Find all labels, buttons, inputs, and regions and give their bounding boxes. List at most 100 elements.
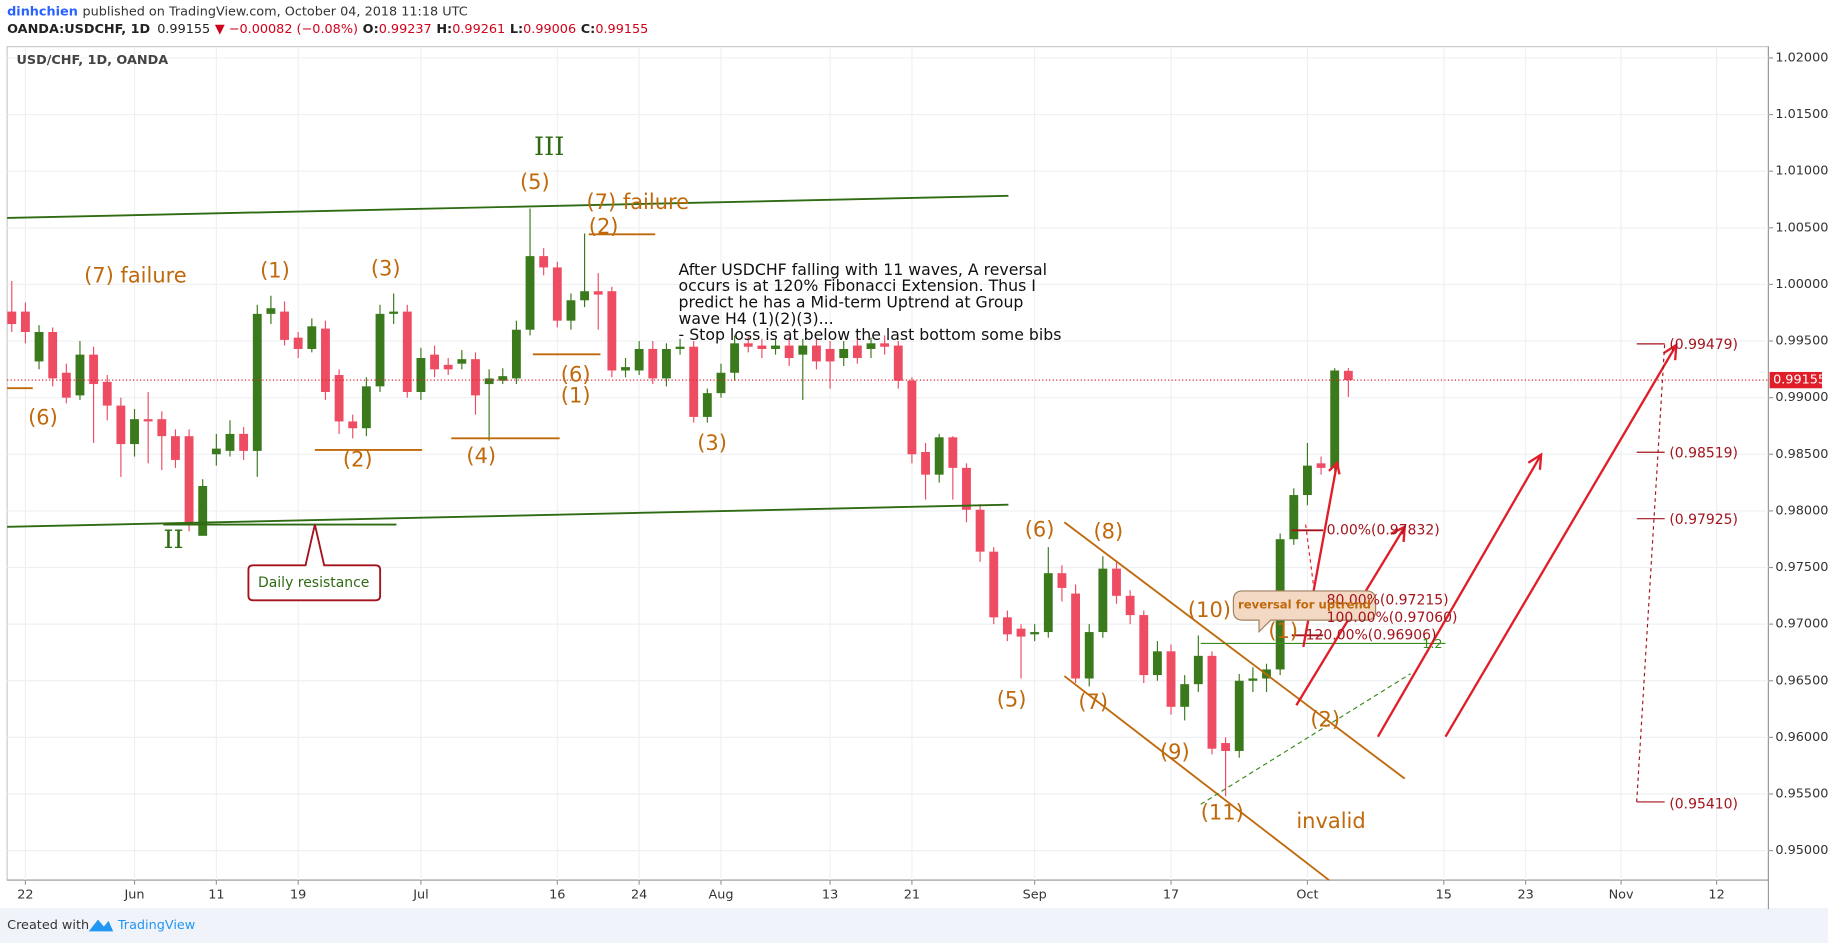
- candle-body: [1343, 370, 1353, 381]
- brand-icon: [88, 919, 114, 932]
- candle-body: [1125, 595, 1135, 616]
- candle-body: [511, 329, 521, 379]
- x-tick-label: Jul: [412, 888, 428, 903]
- annotation: (8): [1094, 520, 1124, 544]
- candle-body: [225, 433, 235, 451]
- arrow: [1444, 344, 1678, 738]
- annotation: 1.2: [1422, 637, 1442, 652]
- candle-body: [443, 364, 453, 370]
- x-tick-label: 11: [208, 888, 224, 903]
- candle-body: [621, 367, 630, 371]
- candle-body: [839, 348, 849, 359]
- candle-body: [580, 291, 590, 301]
- candle-body: [1152, 651, 1162, 676]
- annotation: 80.00%(0.97215): [1327, 592, 1449, 608]
- callout-bubble: [1232, 590, 1377, 634]
- annotation: (9): [1160, 740, 1190, 764]
- candle-body: [1193, 655, 1203, 685]
- candle-body: [102, 381, 112, 406]
- annotation: (1): [561, 383, 591, 407]
- candle-body: [661, 348, 671, 379]
- annotation: (7) failure: [84, 263, 187, 287]
- annotation: (0.99479): [1669, 337, 1738, 353]
- annotation: (2): [1310, 707, 1340, 731]
- annotation: (10): [1188, 598, 1231, 622]
- note-line: - Stop loss is at below the last bottom …: [679, 325, 1062, 344]
- x-tick-label: 17: [1163, 888, 1179, 903]
- candle-body: [1221, 743, 1231, 751]
- candle-body: [880, 343, 890, 347]
- candle-body: [143, 419, 153, 422]
- candle-body: [280, 311, 289, 340]
- candle-body: [20, 311, 30, 332]
- candle-body: [798, 345, 808, 355]
- annotation: (6): [1025, 517, 1055, 541]
- candle-body: [730, 343, 740, 373]
- candle-body: [1112, 568, 1121, 596]
- candle-body: [593, 291, 603, 295]
- callout-text: reversal for uptrend: [1238, 597, 1371, 611]
- trend-line: [7, 194, 1009, 219]
- candle-body: [812, 345, 821, 362]
- candle-body: [866, 343, 876, 349]
- annotation: (7) failure: [586, 190, 689, 214]
- candle-body: [907, 380, 917, 455]
- candle-body: [989, 551, 999, 618]
- candle-body: [266, 308, 276, 314]
- chart-title: USD/CHF, 1D, OANDA: [16, 53, 168, 68]
- candle-body: [471, 359, 480, 396]
- candle-body: [321, 328, 330, 393]
- candle-body: [157, 419, 167, 437]
- candle-body: [784, 345, 794, 359]
- channel-line: [1063, 675, 1330, 881]
- candle-body: [1234, 680, 1244, 751]
- annotation: 0.00%(0.97832): [1327, 522, 1440, 538]
- candle-body: [1166, 651, 1176, 707]
- candle-body: [1180, 684, 1190, 707]
- candle-body: [184, 436, 194, 525]
- candle-body: [389, 311, 399, 314]
- candle-body: [743, 343, 753, 347]
- header-part: 0.99155: [595, 22, 648, 37]
- x-tick-label: Sep: [1023, 888, 1047, 903]
- candle-body: [1098, 568, 1108, 633]
- x-tick-label: 19: [290, 888, 306, 903]
- annotation: invalid: [1296, 809, 1365, 833]
- candle-body: [675, 346, 685, 349]
- candle-body: [116, 405, 126, 445]
- candle-body: [566, 300, 576, 321]
- candle-body: [457, 359, 467, 364]
- x-tick-label: 15: [1436, 888, 1452, 903]
- x-tick-label: 21: [904, 888, 920, 903]
- last-price-label: 0.99155: [1773, 373, 1826, 388]
- dashed-line: [1305, 524, 1316, 597]
- candle-body: [648, 348, 658, 379]
- annotation: (4): [466, 444, 496, 468]
- x-tick-label: Oct: [1296, 888, 1318, 903]
- arrow-head: [1662, 342, 1678, 361]
- y-tick-label: 0.99500: [1775, 334, 1828, 349]
- candle-body: [1207, 655, 1217, 749]
- arrow-head: [1390, 524, 1407, 543]
- candle-body: [948, 437, 958, 468]
- annotation: (0.97925): [1669, 512, 1738, 528]
- footer-created: Created with: [7, 918, 89, 933]
- candle-body: [7, 311, 17, 325]
- note-line: After USDCHF falling with 11 waves, A re…: [679, 260, 1048, 279]
- y-tick-label: 0.97500: [1775, 560, 1828, 575]
- x-tick-label: Jun: [124, 888, 145, 903]
- header-part: dinhchien: [7, 4, 78, 19]
- annotation: (1): [1268, 619, 1298, 643]
- annotation: III: [534, 132, 564, 162]
- candle-body: [361, 386, 371, 429]
- channel-line: [1063, 521, 1406, 780]
- candle-body: [1057, 573, 1067, 588]
- symbol-line: OANDA:USDCHF, 1D 0.99155 ▼ −0.00082 (−0.08…: [7, 22, 648, 37]
- y-tick-label: 0.96000: [1775, 730, 1828, 745]
- header-part: 0.99237: [379, 22, 432, 37]
- annotation: (5): [997, 688, 1027, 712]
- trend-line: [7, 503, 1009, 528]
- x-tick-label: Aug: [708, 888, 733, 903]
